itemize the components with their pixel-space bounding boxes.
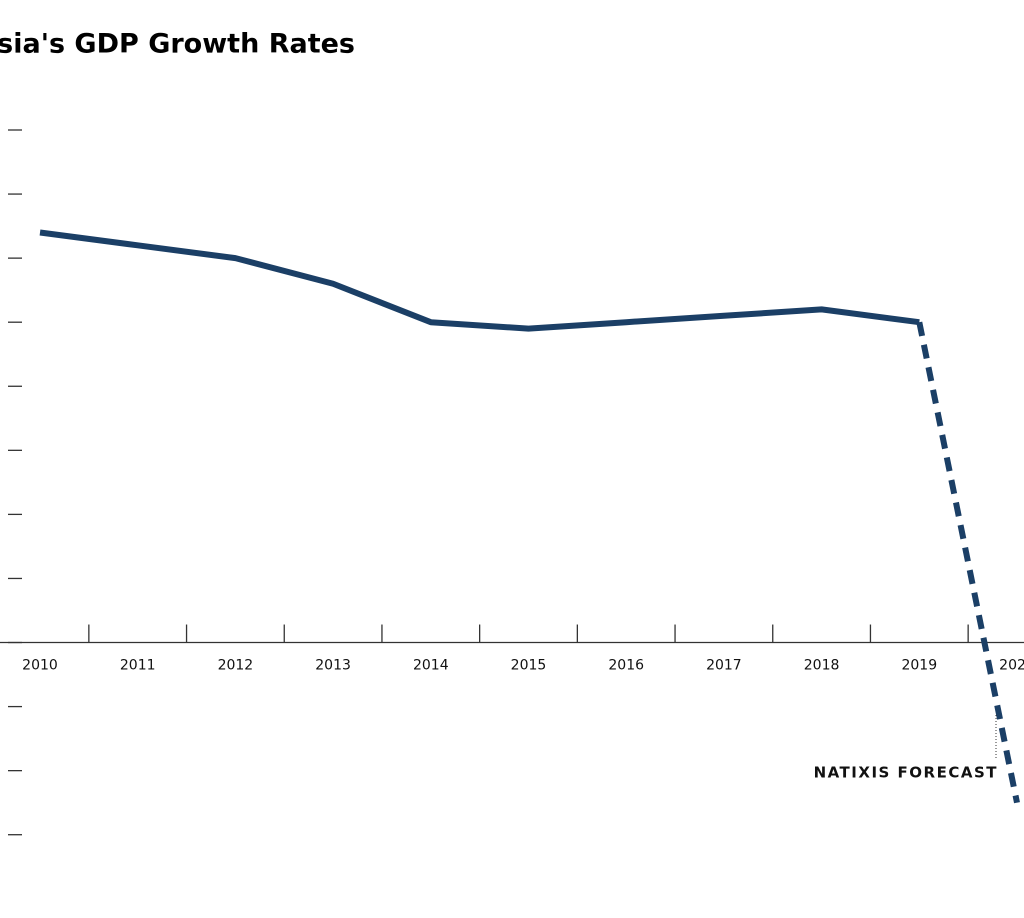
x-tick-label: 2016 xyxy=(608,658,644,674)
x-tick-label: 2014 xyxy=(413,658,449,674)
annotation: NATIXIS FORECAST xyxy=(814,764,998,782)
x-tick-label: 2013 xyxy=(315,658,351,674)
line xyxy=(39,229,920,332)
x-tick-label: 2020 xyxy=(999,658,1024,674)
chart-title: Indonesia's GDP Growth Rates xyxy=(0,29,355,60)
x-tick-label: 2012 xyxy=(218,658,254,674)
x-tick-label: 2015 xyxy=(511,658,547,674)
x-tick-label: 2017 xyxy=(706,658,742,674)
x-tick-label: 2018 xyxy=(804,658,840,674)
x-tick-label: 2010 xyxy=(22,658,58,674)
x-tick-label: 2011 xyxy=(120,658,156,674)
x-tick-label: 2019 xyxy=(901,658,937,674)
forecast-line xyxy=(916,321,1020,804)
